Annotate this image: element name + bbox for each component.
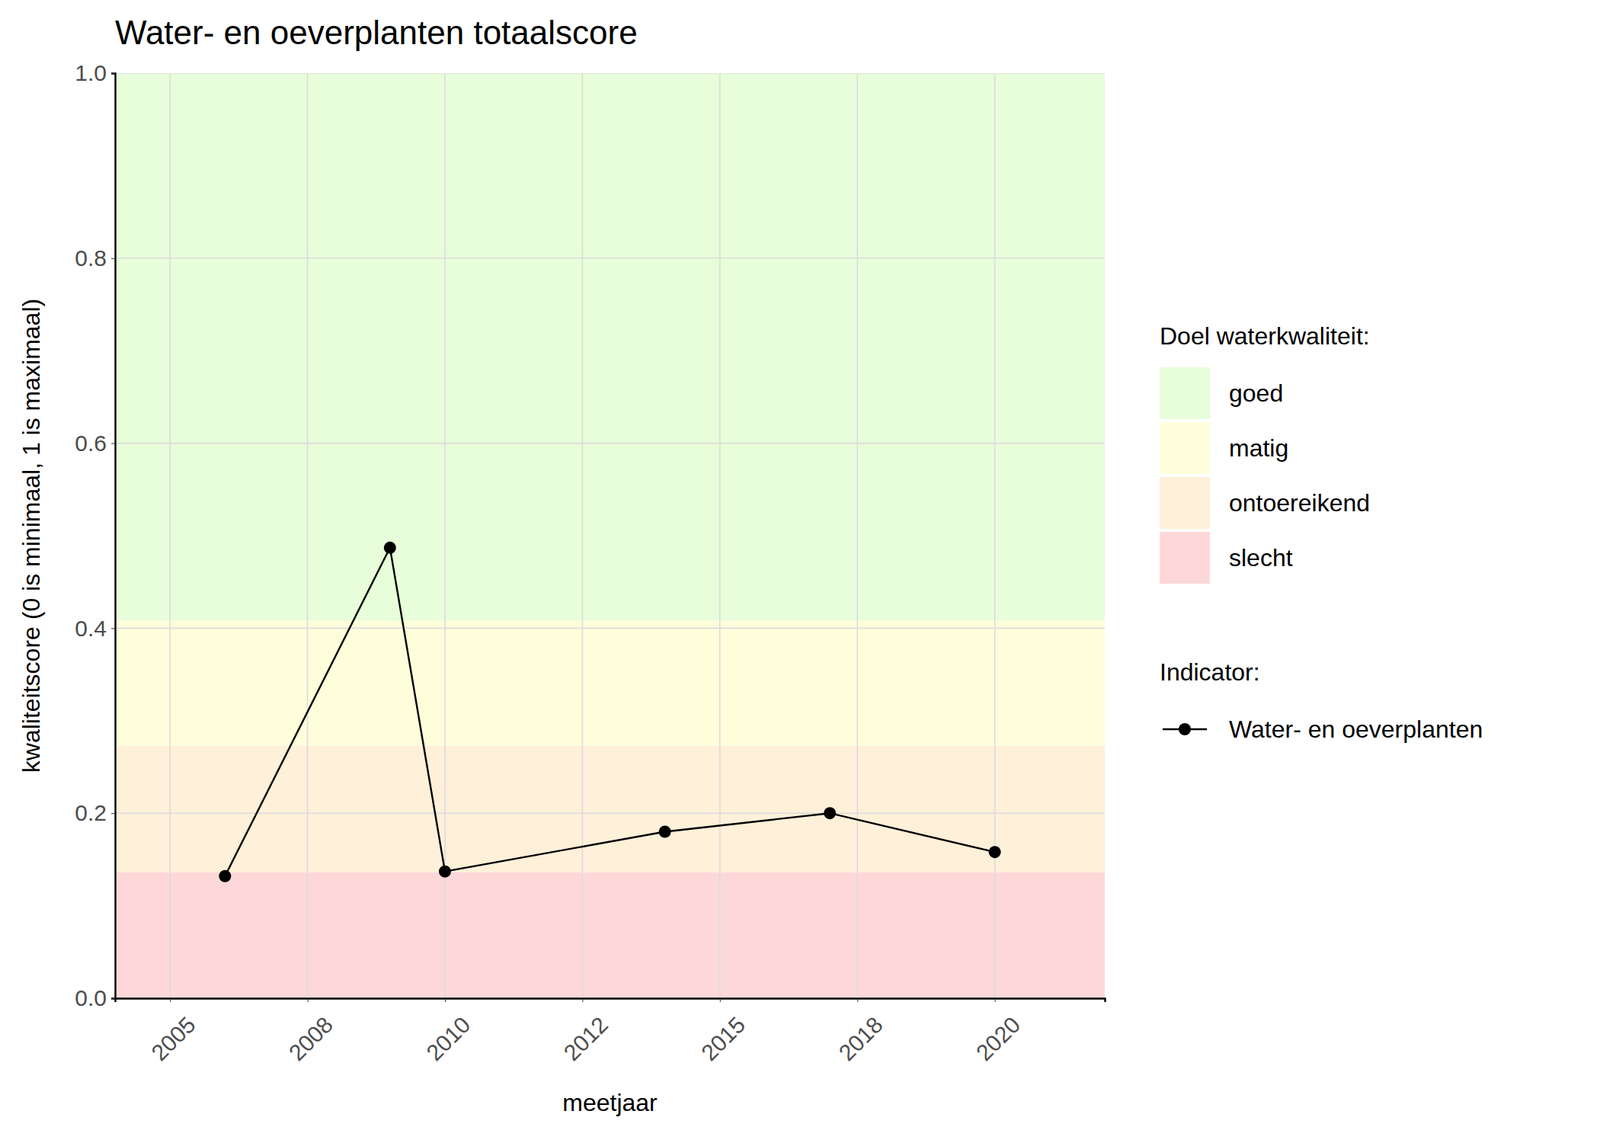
point [659,825,672,838]
plot-area [115,73,1105,999]
legend-key [1159,531,1210,584]
tick-mark [111,443,116,445]
tick-label: 0.2 [74,800,107,826]
tick: 2012 [558,998,613,1066]
tick: 2018 [833,998,888,1066]
tick-mark [169,998,171,1002]
tick: 0.8 [74,245,116,271]
band [115,872,1105,999]
tick-mark [111,998,116,999]
tick-mark [582,998,583,1002]
band [115,620,1105,746]
tick-mark [720,998,721,1002]
tick: 0.2 [74,800,116,826]
tick: 2020 [971,998,1026,1066]
legend: Doel waterkwaliteit: goed matig ontoereiken… [1159,322,1483,743]
grid-line [169,73,171,999]
tick-label: 1.0 [74,60,107,86]
tick-label: 2020 [971,1011,1026,1066]
x-axis-title: meetjaar [562,1088,658,1117]
title: Water- en oeverplanten totaalscore [115,13,638,52]
tick: 0.4 [74,615,116,641]
tick: 2008 [284,998,339,1066]
legend-label: slecht [1228,544,1293,572]
series-line [224,547,995,877]
y-axis: 0.0 0.2 0.4 0.6 0.8 1.0 [74,60,116,1011]
tick: 1.0 [74,60,116,86]
point [218,870,231,883]
tick: 2010 [421,998,476,1066]
band [115,745,1105,873]
legend-label: ontoereikend [1228,489,1370,517]
tick-label: 2010 [421,1011,476,1066]
tick-mark [995,998,996,1002]
tick: 2015 [696,998,751,1066]
tick-label: 2005 [146,1011,201,1066]
grid-line [582,73,584,999]
legend-key [1159,476,1210,529]
grid-line [115,627,1105,630]
axis-line [111,73,116,999]
tick-mark [111,258,116,260]
grid-line [115,257,1105,260]
tick-mark [444,998,446,1002]
legend-label: matig [1228,434,1289,462]
tick-label: 0.0 [74,985,107,1011]
x-axis: 2005 2008 2010 2012 2015 2018 2020 [115,998,1106,1066]
tick-label: 2008 [284,1011,339,1066]
tick-label: 0.6 [74,430,107,456]
legend-label: Water- en oeverplanten [1228,715,1483,743]
tick: 0.0 [74,985,116,1011]
grid-line [719,73,721,999]
chart: 0.00.20.40.60.81.02005200820102012201520… [0,0,1600,1143]
legend-key [1159,422,1210,474]
point [384,541,397,554]
legend-key [1178,723,1191,736]
grid-line [115,73,1105,74]
grid-line [307,73,309,999]
tick: 0.6 [74,430,116,456]
point [988,845,1002,858]
tick-mark [111,627,116,629]
tick-label: 0.4 [74,615,107,641]
tick: 2005 [146,998,201,1066]
tick-mark [857,998,858,1002]
tick-mark [111,812,116,814]
point [823,806,836,820]
legend-label: goed [1228,379,1284,407]
point [438,865,452,878]
plot: 0.00.20.40.60.81.02005200820102012201520… [74,60,1105,1066]
y-axis-title: kwaliteitscore (0 is minimaal, 1 is maxi… [17,298,45,773]
tick-mark [111,73,116,74]
tick-mark [307,998,309,1002]
legend-title: Doel waterkwaliteit: [1159,322,1370,350]
grid-line [994,73,996,999]
grid-line [444,73,446,999]
tick-label: 0.8 [74,245,107,271]
legend-title: Indicator: [1159,658,1261,686]
grid-line [115,812,1105,814]
tick-label: 2015 [696,1011,751,1066]
grid-line [856,73,858,999]
axis-line [115,998,1106,1003]
tick-label: 2018 [833,1011,888,1066]
tick-label: 2012 [558,1011,613,1066]
grid-line [115,442,1105,445]
band [115,73,1105,621]
legend-key [1159,367,1210,420]
